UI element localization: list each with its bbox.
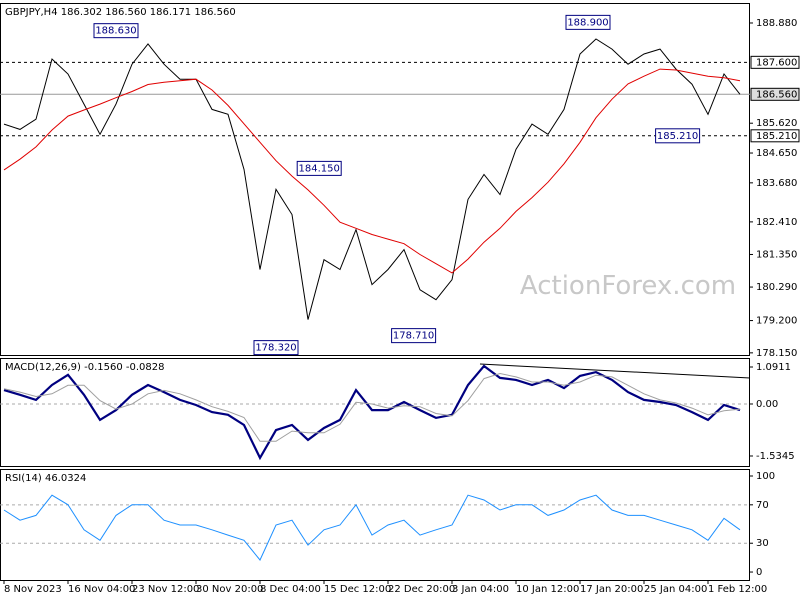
x-tick-label: 22 Dec 20:00 [388,584,455,595]
x-tick-label: 1 Feb 12:00 [708,584,767,595]
panel-frame [0,3,750,356]
y-tick-label: 182.410 [756,217,797,228]
series-line [3,68,741,274]
y-tick-label: 70 [756,500,769,511]
annotation-label: 188.900 [567,17,608,28]
panel-frame [0,469,750,581]
x-tick-label: 16 Nov 04:00 [68,584,135,595]
x-tick-label: 10 Jan 12:00 [516,584,579,595]
series-line [3,494,741,561]
annotation-label: 185.210 [657,131,698,142]
y-tick-label: 184.650 [756,148,797,159]
watermark: ActionForex.com [520,271,736,301]
annotation-box [391,328,437,344]
h-line-label: 186.560 [756,89,797,100]
annotation-box [565,14,611,30]
annotation-label: 184.150 [299,163,340,174]
h-line-tag [750,87,800,101]
trend-line [479,363,751,379]
annotation-box [93,23,139,39]
h-line-label: 187.600 [756,57,797,68]
x-tick-label: 25 Jan 04:00 [644,584,707,595]
y-tick-label: 30 [756,538,769,549]
y-tick-label: 0.00 [756,399,778,410]
y-tick-label: 100 [756,471,775,482]
x-tick-label: 30 Nov 20:00 [196,584,263,595]
x-tick-label: 8 Dec 04:00 [260,584,321,595]
h-line-tag [750,55,800,69]
x-tick-label: 8 Nov 2023 [4,584,62,595]
annotation-label: 178.320 [255,343,296,354]
annotation-box [253,340,299,356]
y-tick-label: 185.620 [756,118,797,129]
series-line [3,364,741,461]
y-tick-label: 179.200 [756,316,797,327]
panel-title: RSI(14) 46.0324 [5,473,86,484]
y-tick-label: 178.150 [756,348,797,359]
y-tick-label: 183.680 [756,178,797,189]
annotation-box [296,160,342,176]
x-tick-label: 23 Nov 12:00 [132,584,199,595]
h-line-tag [750,129,800,143]
panel-title: MACD(12,26,9) -0.1560 -0.0828 [5,362,165,373]
y-tick-label: 0 [756,567,762,578]
panel-frame [0,358,750,467]
series-line [3,372,741,442]
y-tick-label: 1.0911 [756,362,791,373]
x-tick-label: 17 Jan 20:00 [580,584,643,595]
y-tick-label: 180.290 [756,282,797,293]
panel-title: GBPJPY,H4 186.302 186.560 186.171 186.56… [5,7,236,18]
h-line-label: 185.210 [756,131,797,142]
annotation-box [655,128,701,144]
x-tick-label: 15 Dec 12:00 [324,584,391,595]
y-tick-label: 181.350 [756,249,797,260]
y-tick-label: 188.880 [756,18,797,29]
y-tick-label: -1.5345 [756,451,795,462]
annotation-label: 178.710 [393,331,434,342]
annotation-label: 188.630 [95,26,136,37]
x-tick-label: 3 Jan 04:00 [452,584,509,595]
series-line [3,38,741,320]
